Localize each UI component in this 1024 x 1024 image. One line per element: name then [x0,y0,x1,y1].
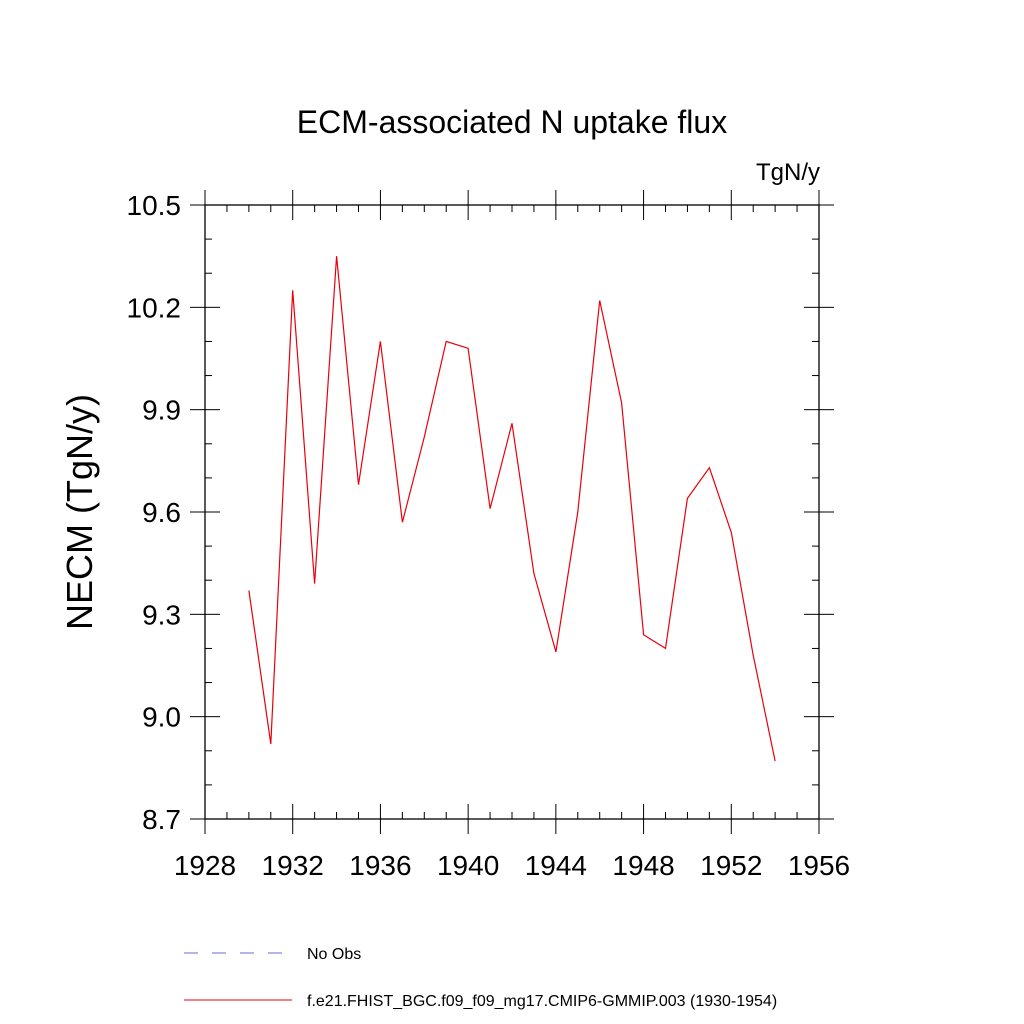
y-axis-title: NECM (TgN/y) [59,394,100,630]
x-tick-label: 1932 [262,850,324,881]
series-line [248,256,776,762]
x-tick-label: 1956 [788,850,850,881]
legend: No Obs f.e21.FHIST_BGC.f09_f09_mg17.CMIP… [184,946,777,1010]
y-tick-label: 9.0 [142,702,181,733]
x-tick-label: 1940 [437,850,499,881]
legend-label-no-obs: No Obs [307,946,361,963]
y-tick-label: 10.2 [127,292,182,323]
y-tick-label: 10.5 [127,190,182,221]
x-tick-label: 1928 [174,850,236,881]
plot-frame [204,204,820,820]
chart-title: ECM-associated N uptake flux [297,104,727,140]
x-tick-label: 1944 [525,850,587,881]
units-label: TgN/y [756,159,820,186]
y-tick-label: 9.9 [142,395,181,426]
y-tick-label: 8.7 [142,804,181,835]
legend-label-series: f.e21.FHIST_BGC.f09_f09_mg17.CMIP6-GMMIP… [307,993,777,1010]
x-axis: 1928 1932 1936 1940 1944 1948 1952 1956 [174,190,850,881]
x-tick-label: 1936 [349,850,411,881]
x-tick-label: 1952 [700,850,762,881]
y-tick-label: 9.3 [142,599,181,630]
series-layer [248,256,776,762]
y-axis: 8.7 9.0 9.3 9.6 9.9 10.2 10.5 [127,190,834,835]
y-tick-label: 9.6 [142,497,181,528]
x-tick-label: 1948 [612,850,674,881]
